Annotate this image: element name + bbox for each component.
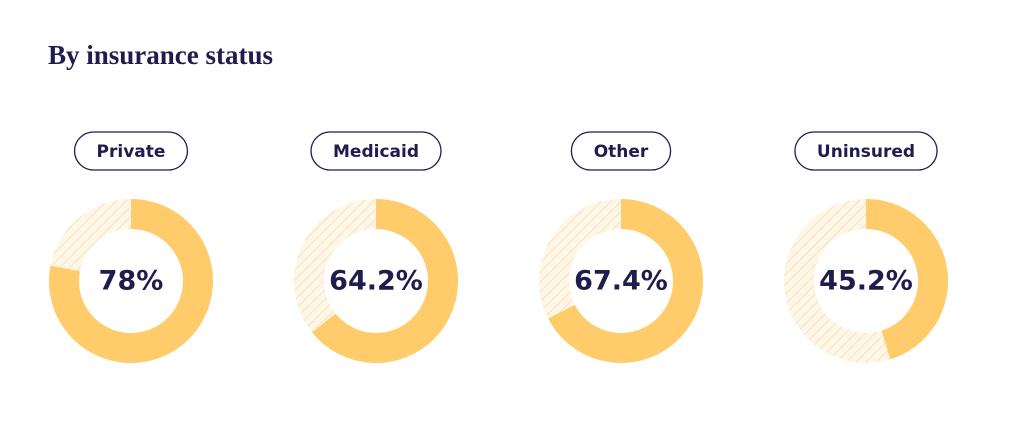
category-pill [794,131,938,171]
donut-value-label: 64.2% [329,266,423,297]
donut-chart: 67.4% Other [539,131,703,363]
category-label: Private [97,142,166,162]
donut-arc [865,199,948,360]
donut-value-label: 45.2% [819,266,913,297]
page-title: By insurance status [48,40,273,70]
donut-chart: 78% Private [49,131,213,363]
donut-chart: 64.2% Medicaid [294,131,458,363]
category-pill [570,131,672,171]
donut-value-label: 78% [99,266,164,297]
donut-chart: 45.2% Uninsured [784,131,948,363]
category-pill [310,131,442,171]
donut-arc [312,199,458,363]
donut-value-label: 67.4% [574,266,668,297]
donut-arc [49,199,213,363]
category-label: Other [594,142,649,162]
category-label: Uninsured [817,142,915,162]
category-pill [73,131,189,171]
donut-arc [548,199,703,363]
category-label: Medicaid [333,142,419,162]
